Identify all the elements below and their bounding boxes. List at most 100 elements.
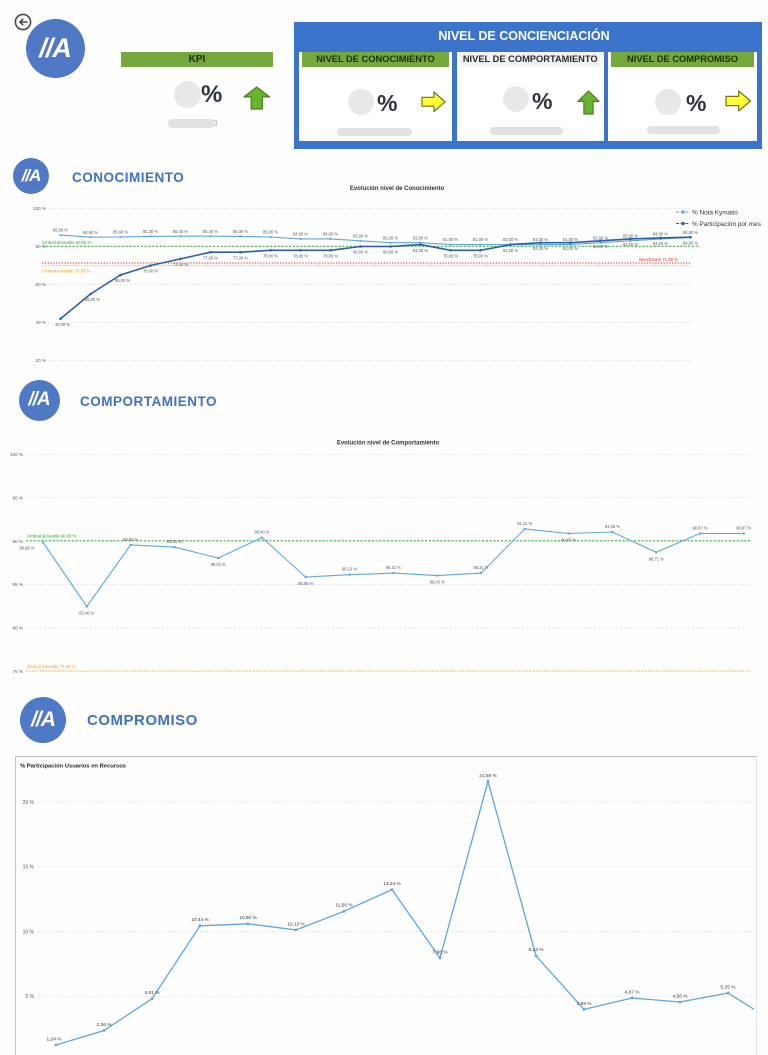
svg-text:10,60 %: 10,60 % [239, 915, 257, 921]
svg-text:81,00 %: 81,00 % [473, 237, 488, 242]
svg-text:80,00 %: 80,00 % [353, 250, 368, 255]
svg-text:78,00 %: 78,00 % [473, 254, 488, 259]
svg-text:% Participación por mes: % Participación por mes [692, 221, 761, 228]
svg-text:100 %: 100 % [33, 206, 46, 211]
svg-text:85,00 %: 85,00 % [263, 230, 278, 235]
svg-text:4,56 %: 4,56 % [673, 993, 689, 999]
svg-text:86,13 %: 86,13 % [342, 567, 357, 572]
svg-text:83,00 %: 83,00 % [623, 233, 638, 238]
svg-text:Evolución nivel de Comportamie: Evolución nivel de Comportamiento [337, 441, 440, 447]
svg-text:83,00 %: 83,00 % [593, 244, 608, 249]
svg-text:86,31 %: 86,31 % [473, 565, 488, 570]
svg-text:89,31 %: 89,31 % [167, 539, 182, 544]
svg-text:80,00 %: 80,00 % [383, 250, 398, 255]
svg-text:5 %: 5 % [25, 994, 34, 1000]
svg-text:82,00 %: 82,00 % [533, 246, 548, 251]
svg-text:20 %: 20 % [36, 358, 46, 363]
svg-text:60 %: 60 % [36, 282, 46, 287]
svg-text:20 %: 20 % [23, 800, 35, 806]
svg-text:77,00 %: 77,00 % [233, 255, 248, 260]
svg-text:77,00 %: 77,00 % [203, 255, 218, 260]
svg-text:81,00 %: 81,00 % [503, 248, 518, 253]
svg-text:89,56 %: 89,56 % [123, 537, 138, 542]
svg-text:55,00 %: 55,00 % [85, 297, 100, 302]
svg-text:73,50 %: 73,50 % [173, 262, 188, 267]
svg-text:78,00 %: 78,00 % [263, 254, 278, 259]
svg-text:81,00 %: 81,00 % [533, 237, 548, 242]
svg-text:65,00 %: 65,00 % [115, 278, 130, 283]
svg-text:85,40 %: 85,40 % [173, 229, 188, 234]
svg-text:15 %: 15 % [23, 865, 35, 871]
svg-text:86,00 %: 86,00 % [53, 228, 68, 233]
svg-text:82,46 %: 82,46 % [79, 611, 94, 616]
svg-text:90,87 %: 90,87 % [736, 526, 751, 531]
svg-text:Evolución nivel de Conocimient: Evolución nivel de Conocimiento [350, 186, 445, 192]
svg-text:Umbral tolerable 70,00 %: Umbral tolerable 70,00 % [42, 268, 91, 273]
svg-text:91,41 %: 91,41 % [517, 521, 532, 526]
svg-text:10,13 %: 10,13 % [287, 921, 305, 927]
svg-text:Umbral tolerable 75,00 %: Umbral tolerable 75,00 % [27, 664, 76, 669]
svg-text:70,00 %: 70,00 % [143, 269, 158, 274]
svg-text:85,30 %: 85,30 % [143, 229, 158, 234]
svg-text:85,00 %: 85,00 % [113, 230, 128, 235]
svg-text:7,96 %: 7,96 % [433, 949, 449, 955]
svg-text:40 %: 40 % [36, 320, 46, 325]
svg-text:1,24 %: 1,24 % [47, 1036, 63, 1042]
svg-text:13,24 %: 13,24 % [383, 881, 401, 887]
svg-text:100 %: 100 % [10, 452, 23, 457]
svg-text:85,40 %: 85,40 % [203, 229, 218, 234]
svg-text:10,44 %: 10,44 % [191, 917, 209, 923]
svg-text:82,00 %: 82,00 % [563, 246, 578, 251]
svg-text:80 %: 80 % [13, 626, 23, 631]
svg-text:88,04 %: 88,04 % [211, 562, 226, 567]
svg-text:91,05 %: 91,05 % [605, 524, 620, 529]
svg-text:90,87 %: 90,87 % [692, 526, 707, 531]
svg-text:90,87 %: 90,87 % [561, 538, 576, 543]
svg-text:80 %: 80 % [36, 244, 46, 249]
svg-text:10 %: 10 % [23, 929, 35, 935]
svg-text:86,31 %: 86,31 % [386, 565, 401, 570]
svg-text:8,13 %: 8,13 % [529, 947, 545, 953]
svg-text:81,00 %: 81,00 % [443, 237, 458, 242]
svg-text:88,71 %: 88,71 % [649, 556, 664, 561]
svg-text:86,03 %: 86,03 % [430, 580, 445, 585]
svg-text:85 %: 85 % [13, 582, 23, 587]
svg-text:4,81 %: 4,81 % [145, 990, 161, 996]
svg-text:% Nota Kymatio: % Nota Kymatio [692, 209, 738, 216]
svg-text:82,00 %: 82,00 % [383, 235, 398, 240]
svg-text:85,85 %: 85,85 % [298, 581, 313, 586]
svg-text:3,99 %: 3,99 % [577, 1001, 593, 1007]
svg-text:90 %: 90 % [13, 539, 23, 544]
svg-text:81,00 %: 81,00 % [563, 237, 578, 242]
svg-text:5,25 %: 5,25 % [721, 985, 737, 991]
svg-text:90,40 %: 90,40 % [254, 530, 269, 535]
svg-text:78,00 %: 78,00 % [443, 254, 458, 259]
svg-text:84,90 %: 84,90 % [683, 240, 698, 245]
svg-text:82,00 %: 82,00 % [593, 235, 608, 240]
svg-text:89,86 %: 89,86 % [19, 545, 34, 550]
svg-text:83,00 %: 83,00 % [353, 233, 368, 238]
svg-text:11,56 %: 11,56 % [335, 903, 353, 909]
svg-text:84,00 %: 84,00 % [623, 242, 638, 247]
svg-text:78,00 %: 78,00 % [293, 254, 308, 259]
svg-text:81,00 %: 81,00 % [503, 237, 518, 242]
svg-text:75 %: 75 % [13, 669, 23, 674]
svg-text:84,80 %: 84,80 % [683, 230, 698, 235]
svg-text:82,00 %: 82,00 % [413, 235, 428, 240]
svg-text:81,00 %: 81,00 % [413, 248, 428, 253]
svg-text:95 %: 95 % [13, 495, 23, 500]
svg-text:84,00 %: 84,00 % [323, 232, 338, 237]
svg-text:Umbral deseable 80,00 %: Umbral deseable 80,00 % [42, 240, 92, 245]
svg-text:84,00 %: 84,00 % [653, 232, 668, 237]
svg-text:21,59 %: 21,59 % [479, 773, 497, 779]
svg-text:Benchmark 71,00 %: Benchmark 71,00 % [639, 257, 678, 262]
svg-text:85,30 %: 85,30 % [233, 229, 248, 234]
svg-text:Umbral deseable 90,00 %: Umbral deseable 90,00 % [27, 534, 77, 539]
svg-text:2,36 %: 2,36 % [97, 1022, 113, 1028]
svg-text:4,87 %: 4,87 % [625, 989, 641, 995]
svg-text:84,00 %: 84,00 % [293, 232, 308, 237]
svg-text:% Participación Usuarios en Re: % Participación Usuarios en Recursos [20, 764, 126, 770]
svg-text:84,50 %: 84,50 % [653, 241, 668, 246]
svg-text:42,00 %: 42,00 % [55, 322, 70, 327]
svg-text:84,90 %: 84,90 % [83, 230, 98, 235]
